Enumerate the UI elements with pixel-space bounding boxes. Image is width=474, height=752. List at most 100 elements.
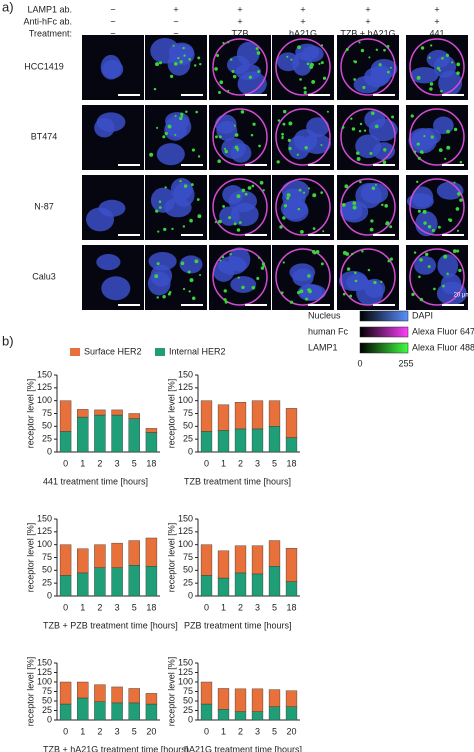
x-tick-label: 5 — [132, 458, 137, 468]
vesicle — [305, 297, 309, 301]
vesicle — [164, 131, 168, 136]
vesicle — [223, 147, 227, 150]
y-tick-label: 0 — [188, 446, 193, 456]
y-tick-label: 50 — [42, 421, 52, 431]
vesicle — [351, 127, 356, 131]
y-tick-label: 150 — [178, 513, 193, 523]
y-axis-title: receptor level [%] — [25, 379, 35, 449]
y-tick-label: 125 — [178, 526, 193, 536]
vesicle — [149, 152, 154, 157]
vesicle — [356, 157, 361, 161]
vesicle — [172, 44, 175, 47]
vesicle — [459, 198, 463, 202]
vesicle — [380, 280, 383, 283]
vesicle — [223, 289, 227, 293]
cell-line: BT474 — [31, 131, 58, 141]
bar-segment — [268, 566, 281, 597]
vesicle — [423, 221, 427, 225]
x-tick-label: 5 — [272, 458, 277, 468]
color-ramp — [359, 326, 409, 338]
y-tick-label: 25 — [183, 705, 193, 715]
bar-segment — [128, 413, 140, 419]
bar-segment — [268, 706, 281, 721]
vesicle — [381, 203, 384, 207]
vesicle — [286, 193, 291, 198]
bar-segment — [200, 544, 213, 576]
vesicle — [218, 91, 221, 94]
nucleus — [353, 75, 381, 94]
bar-segment — [111, 542, 123, 568]
nucleus — [216, 120, 238, 141]
vesicle — [183, 54, 186, 57]
y-tick-label: 100 — [37, 539, 52, 549]
y-tick-label: 50 — [42, 565, 52, 575]
x-tick-label: 3 — [115, 458, 120, 468]
x-tick-label: 5 — [272, 726, 277, 736]
y-tick-label: 125 — [178, 667, 193, 677]
bar-segment — [285, 581, 298, 597]
y-axis-title: receptor level [%] — [25, 657, 35, 727]
condition: + — [300, 16, 305, 26]
x-tick-label: 1 — [221, 602, 226, 612]
nucleus — [433, 116, 454, 135]
vesicle — [257, 70, 261, 74]
x-axis-title: hA21G treatment time [hours] — [184, 744, 302, 752]
vesicle — [344, 184, 349, 189]
y-tick-label: 25 — [42, 578, 52, 588]
x-tick-label: 3 — [255, 458, 260, 468]
y-tick-label: 75 — [183, 552, 193, 562]
y-tick-label: 0 — [47, 714, 52, 724]
vesicle — [262, 189, 265, 192]
vesicle — [416, 75, 421, 80]
y-tick-label: 75 — [183, 686, 193, 696]
legend-dye: Alexa Fluor 488 — [412, 342, 474, 352]
legend-dye: Alexa Fluor 647 — [412, 326, 474, 336]
bar-segment — [59, 431, 72, 453]
vesicle — [369, 227, 374, 232]
vesicle — [416, 142, 420, 146]
y-axis-title: receptor level [%] — [166, 379, 176, 449]
vesicle — [363, 129, 367, 132]
membrane — [212, 178, 268, 236]
bar-segment — [251, 711, 264, 721]
condition: 441 — [429, 28, 444, 38]
vesicle — [240, 110, 245, 114]
cell-line: Calu3 — [32, 271, 56, 281]
vesicle — [297, 291, 301, 295]
vesicle — [276, 160, 280, 164]
vesicle — [350, 117, 353, 120]
vesicle — [179, 60, 183, 64]
vesicle — [299, 230, 304, 234]
vesicle — [375, 48, 379, 51]
vesicle — [157, 230, 160, 233]
vesicle — [215, 135, 218, 139]
vesicle — [187, 270, 191, 274]
vesicle — [251, 285, 256, 290]
condition: − — [173, 16, 178, 26]
bar-segment — [145, 428, 158, 433]
bar-segment — [59, 681, 72, 705]
vesicle — [320, 61, 324, 65]
vesicle — [302, 191, 306, 194]
vesicle — [227, 41, 230, 44]
vesicle — [387, 259, 391, 263]
vesicle — [362, 85, 366, 90]
vesicle — [351, 252, 354, 256]
x-tick-label: 20 — [286, 726, 296, 736]
condition: + — [300, 4, 305, 14]
vesicle — [197, 155, 201, 158]
vesicle — [290, 58, 293, 61]
vesicle — [222, 41, 225, 45]
bar-segment — [77, 409, 89, 418]
vesicle — [174, 133, 177, 136]
vesicle — [315, 250, 320, 254]
bar-segment — [234, 402, 247, 430]
vesicle — [256, 51, 261, 55]
vesicle — [356, 151, 360, 155]
vesicle — [309, 62, 314, 67]
y-tick-label: 50 — [183, 695, 193, 705]
vesicle — [214, 221, 217, 224]
vesicle — [287, 138, 291, 143]
nucleus — [436, 181, 464, 200]
vesicle — [180, 112, 184, 116]
